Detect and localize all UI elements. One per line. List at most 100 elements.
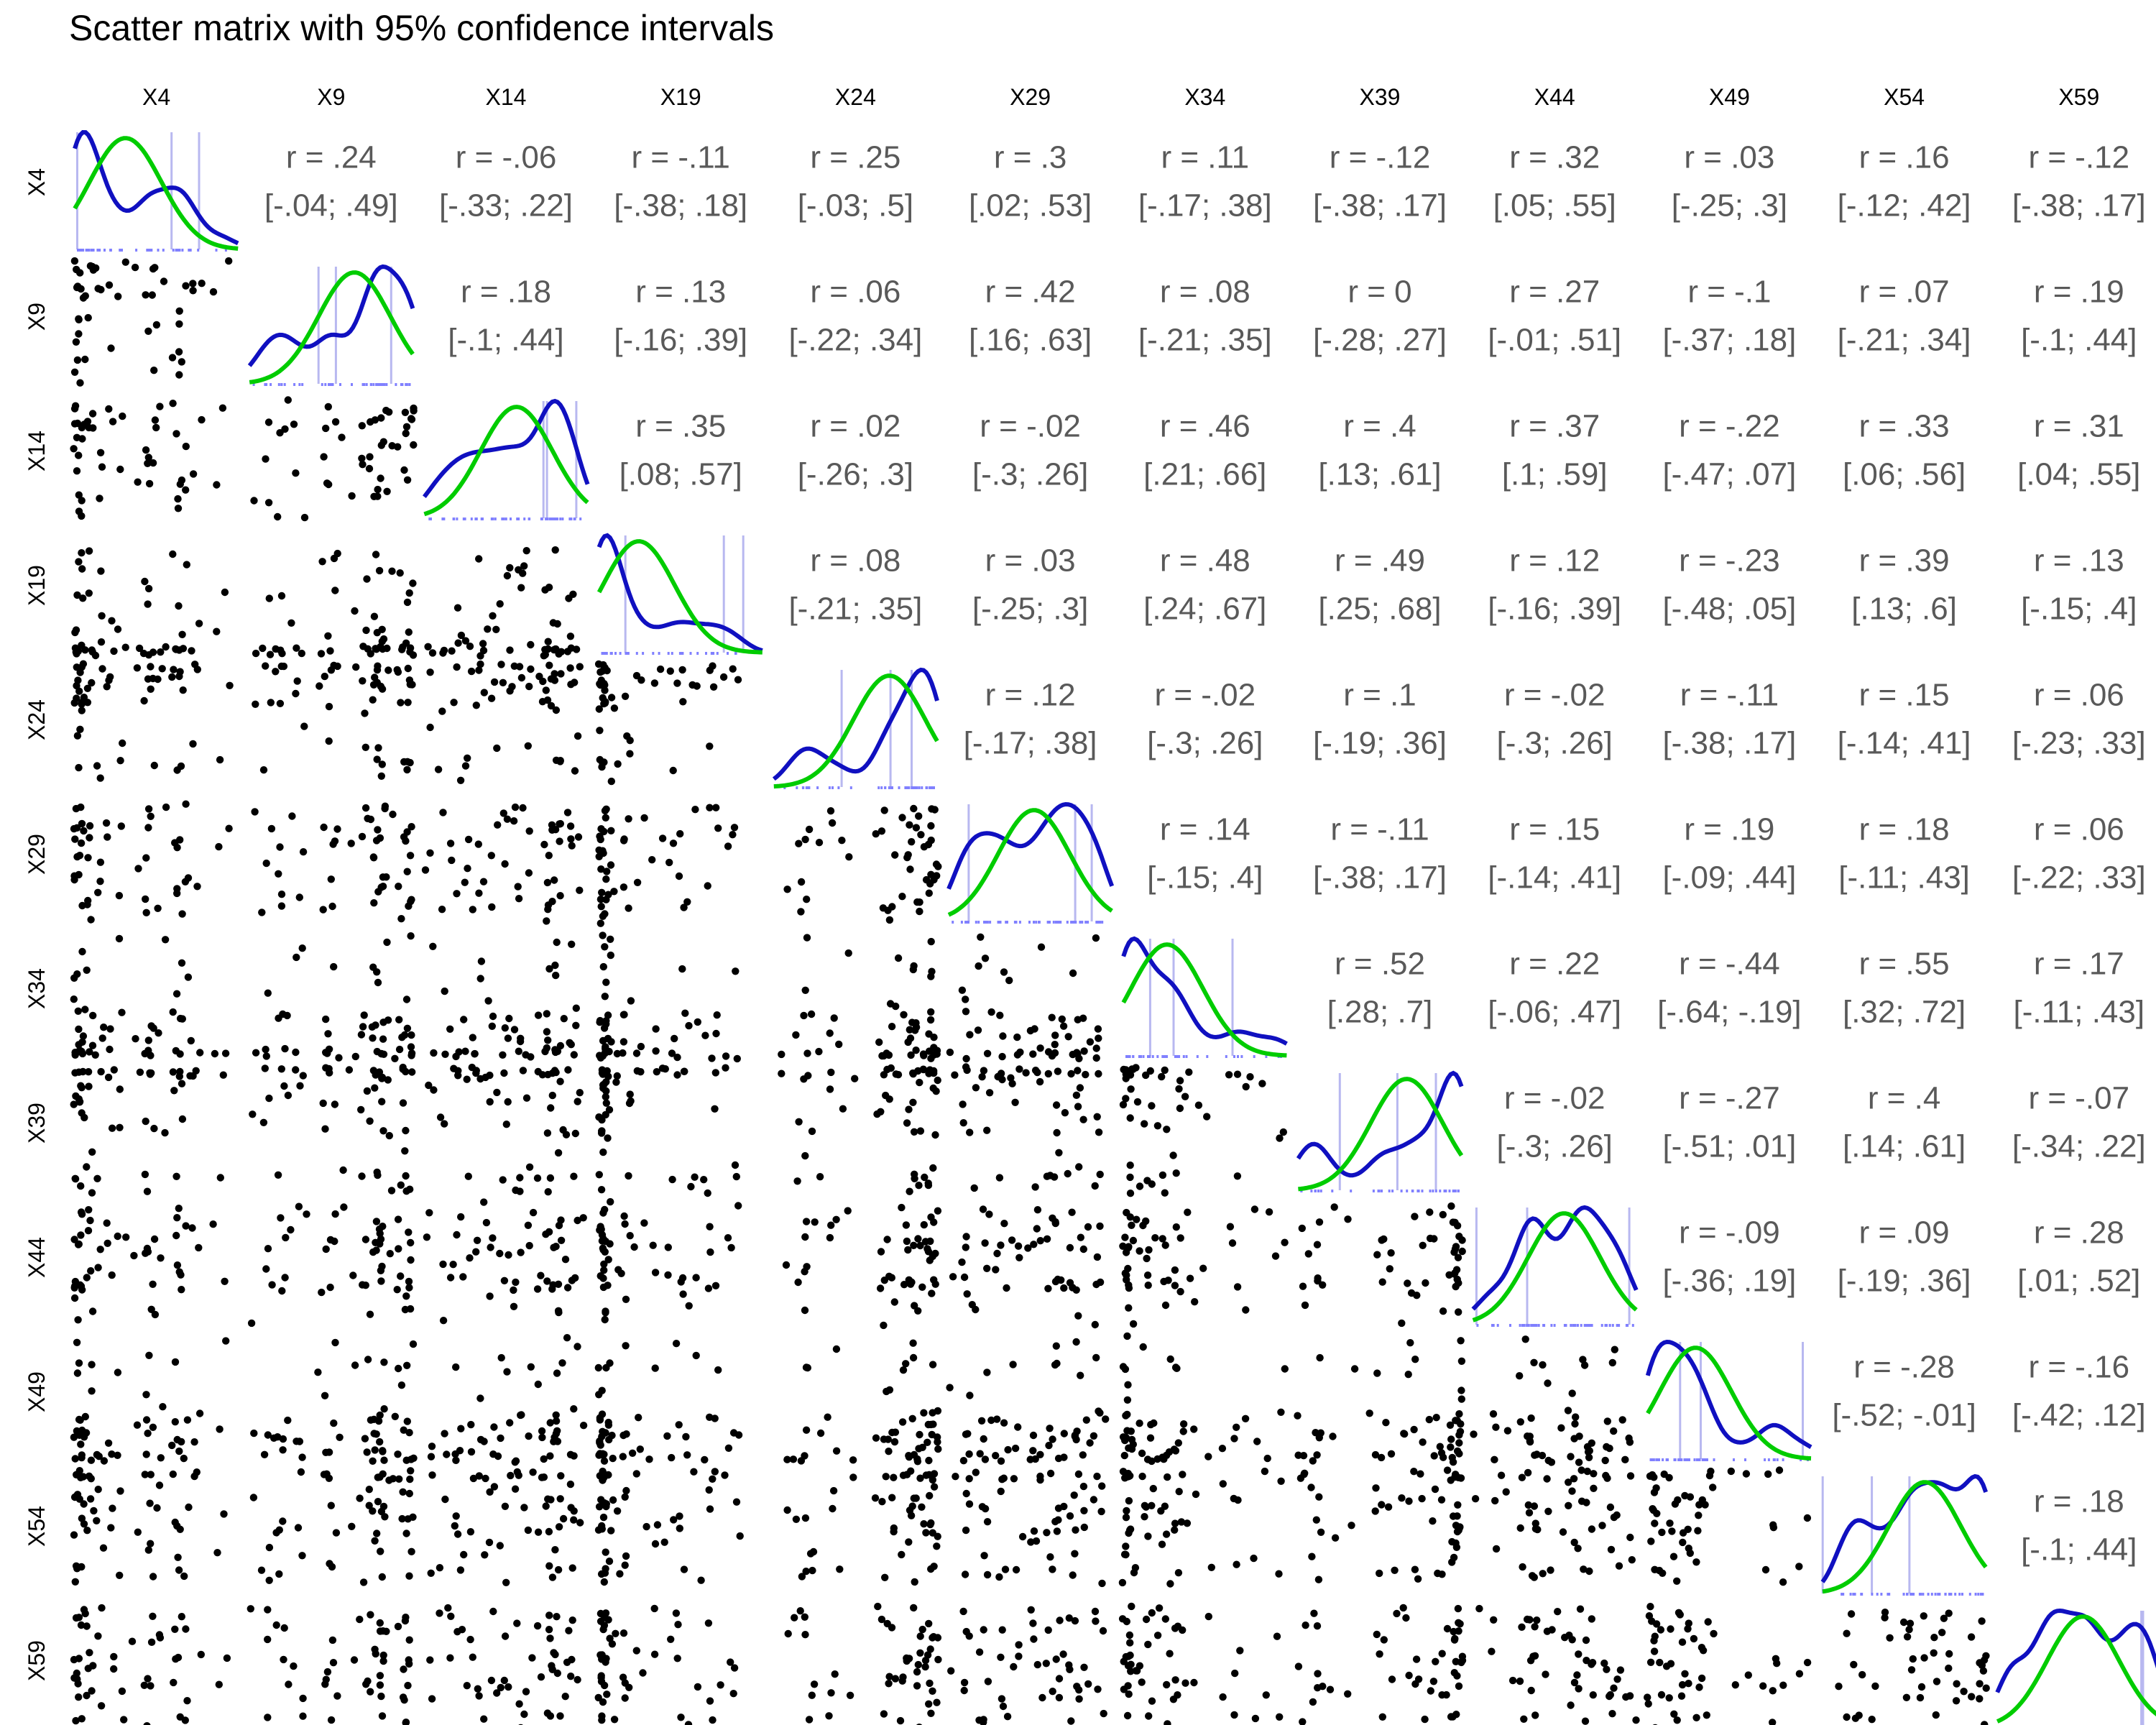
scatter-point <box>557 1216 565 1224</box>
scatter-point <box>441 987 448 995</box>
scatter-point <box>149 1280 157 1289</box>
scatter-point <box>78 663 86 671</box>
scatter-point <box>1053 1527 1061 1535</box>
scatter-point <box>596 727 604 735</box>
scatter-point <box>98 463 106 471</box>
scatter-point <box>1218 1445 1227 1453</box>
scatter-panel-x59-x49 <box>1644 1603 1812 1725</box>
scatter-point <box>172 1231 180 1240</box>
column-label-x44: X44 <box>1534 84 1575 110</box>
scatter-point <box>709 662 717 670</box>
scatter-point <box>1015 1065 1023 1073</box>
scatter-point <box>1600 1659 1608 1668</box>
scatter-point <box>1568 1389 1576 1397</box>
scatter-point <box>1331 1534 1340 1542</box>
corr-r-x4-x24: r = .25 <box>810 140 900 175</box>
corr-ci-x4-x9: [-.04; .49] <box>264 188 398 224</box>
scatter-point <box>396 569 404 577</box>
scatter-point <box>403 598 412 607</box>
scatter-point <box>1135 1420 1143 1427</box>
scatter-point <box>992 1452 1000 1460</box>
scatter-point <box>828 819 837 827</box>
scatter-point <box>998 1075 1006 1084</box>
scatter-point <box>1148 1102 1156 1110</box>
scatter-point <box>369 1457 377 1466</box>
corr-r-x49-x59: r = -.16 <box>2028 1350 2129 1385</box>
scatter-point <box>1044 1284 1052 1293</box>
scatter-point <box>172 645 180 653</box>
scatter-point <box>379 1651 387 1660</box>
scatter-point <box>457 1213 465 1221</box>
row-label-x9: X9 <box>24 303 50 331</box>
scatter-point <box>1161 1502 1169 1510</box>
scatter-point <box>1769 1687 1777 1695</box>
scatter-point <box>268 1281 276 1289</box>
scatter-point <box>1120 1065 1128 1074</box>
scatter-point <box>1061 1109 1069 1117</box>
scatter-point <box>376 834 384 842</box>
scatter-point <box>1602 1471 1610 1480</box>
scatter-point <box>527 1363 535 1371</box>
scatter-point <box>878 1052 886 1060</box>
scatter-point <box>1166 1580 1174 1588</box>
scatter-panel-x59-x29 <box>947 1606 1107 1725</box>
corr-r-x29-x44: r = .15 <box>1509 812 1600 847</box>
scatter-point <box>75 1431 83 1440</box>
scatter-point <box>1645 1612 1654 1620</box>
scatter-point <box>706 804 714 811</box>
scatter-point <box>1098 1579 1106 1588</box>
scatter-point <box>114 1232 121 1241</box>
scatter-point <box>372 1218 381 1225</box>
scatter-point <box>539 677 547 686</box>
scatter-point <box>912 1494 920 1502</box>
scatter-point <box>600 1622 609 1629</box>
scatter-point <box>1438 1691 1446 1699</box>
corr-r-x24-x49: r = -.11 <box>1680 678 1779 713</box>
scatter-point <box>1014 1423 1022 1431</box>
scatter-point <box>1447 1435 1455 1443</box>
scatter-point <box>544 906 552 914</box>
scatter-point <box>72 1716 80 1725</box>
scatter-point <box>175 672 183 681</box>
scatter-point <box>1174 1622 1182 1630</box>
density-curve <box>1121 936 1288 1046</box>
scatter-point <box>1141 1513 1148 1521</box>
scatter-point <box>706 1248 714 1256</box>
scatter-point <box>1378 1713 1387 1721</box>
scatter-panel-x44-x39 <box>1298 1202 1466 1328</box>
scatter-point <box>664 1243 672 1251</box>
scatter-point <box>1454 1254 1462 1261</box>
scatter-point <box>596 1272 604 1280</box>
scatter-point <box>75 558 83 566</box>
scatter-point <box>1176 1077 1184 1085</box>
scatter-point <box>96 1246 104 1254</box>
scatter-point <box>1036 1077 1044 1086</box>
corr-ci-x14-x44: [.1; .59] <box>1502 457 1608 492</box>
scatter-point <box>556 757 564 765</box>
scatter-point <box>290 420 298 428</box>
density-curve <box>946 801 1115 890</box>
scatter-point <box>1531 1711 1539 1719</box>
scatter-point <box>425 1209 433 1217</box>
scatter-point <box>73 265 80 274</box>
scatter-point <box>984 1678 992 1685</box>
scatter-point <box>676 1524 683 1532</box>
scatter-point <box>174 505 183 512</box>
scatter-point <box>1074 1050 1082 1058</box>
scatter-point <box>281 1044 289 1053</box>
scatter-point <box>403 868 411 875</box>
scatter-point <box>996 1011 1004 1019</box>
scatter-point <box>596 1223 604 1230</box>
scatter-point <box>980 1435 987 1443</box>
scatter-point <box>529 1468 537 1476</box>
scatter-point <box>1122 1514 1130 1522</box>
scatter-point <box>288 812 296 820</box>
corr-ci-x19-x44: [-.16; .39] <box>1488 592 1621 627</box>
scatter-point <box>178 1080 186 1087</box>
scatter-point <box>909 1098 917 1107</box>
scatter-point <box>84 854 92 862</box>
scatter-point <box>1118 1615 1127 1623</box>
scatter-point <box>88 1361 96 1368</box>
scatter-point <box>270 1434 278 1443</box>
scatter-point <box>1029 1050 1037 1058</box>
